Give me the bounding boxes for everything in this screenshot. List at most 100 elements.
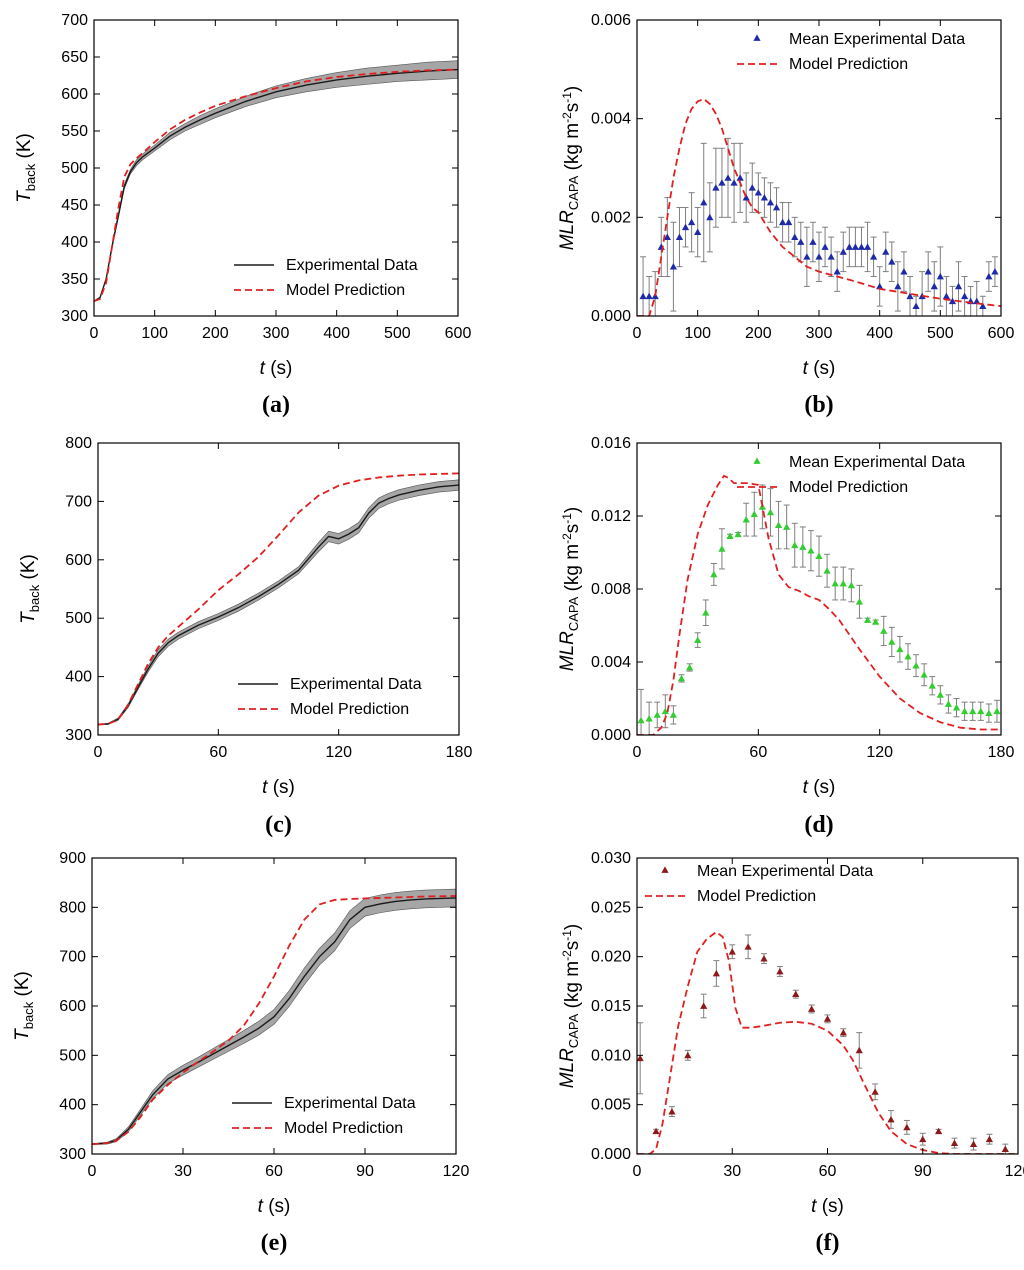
x-axis-label-unit: (s) [808, 358, 835, 379]
x-axis-label: t (s) [803, 358, 836, 379]
y-tick-label: 700 [59, 949, 86, 966]
y-tick-label: 450 [61, 197, 88, 214]
data-point [744, 943, 752, 950]
data-point [855, 1046, 863, 1054]
data-point [685, 663, 694, 671]
panel-b: 0 100 200 300 400 500 600 0.000 0.002 0.004 0.006 t… [557, 12, 1014, 418]
data-point [645, 292, 653, 300]
data-point [766, 198, 775, 206]
y-tick-label: 500 [65, 610, 92, 627]
data-point [961, 707, 969, 715]
model-prediction-line [98, 472, 459, 726]
panel-e: 0 30 60 90 120 300 400 500 600 700 800 900 t (s) Tbac… [12, 850, 469, 1256]
legend-label: Model Prediction [789, 56, 908, 73]
y-axis-label-unit-part: -1 [560, 92, 574, 103]
data-point [807, 547, 815, 554]
legend: Mean Experimental Data Model Prediction [737, 454, 965, 496]
y-tick-label: 800 [65, 435, 92, 452]
data-point [652, 1127, 660, 1135]
y-tick-label: 700 [61, 12, 88, 29]
x-tick-label: 120 [1005, 1163, 1024, 1180]
x-tick-label: 400 [323, 325, 350, 342]
data-point [888, 258, 896, 265]
x-axis-label-unit: (s) [816, 1196, 843, 1217]
data-point [863, 243, 872, 250]
y-tick-label: 0.020 [591, 949, 631, 966]
y-axis-label-var: MLR [557, 210, 578, 250]
data-point [669, 263, 677, 270]
data-point [712, 969, 720, 977]
data-point [815, 552, 823, 560]
data-point [669, 711, 677, 718]
data-point [808, 1005, 816, 1012]
data-point [906, 292, 914, 300]
y-axis-label-unit-part: -1 [560, 513, 574, 524]
data-point [855, 598, 864, 605]
x-tick-label: 60 [265, 1163, 283, 1180]
data-point [936, 691, 944, 698]
data-point [942, 292, 950, 300]
x-tick-label: 300 [263, 325, 290, 342]
uncertainty-band [94, 60, 458, 302]
data-point [863, 616, 872, 623]
x-tick-label: 600 [445, 325, 472, 342]
data-point [930, 282, 938, 290]
data-point [919, 1135, 927, 1143]
y-tick-label: 600 [59, 998, 86, 1015]
data-point [823, 567, 831, 574]
y-tick-label: 600 [61, 86, 88, 103]
y-tick-label: 0.005 [591, 1097, 631, 1114]
data-point [991, 268, 999, 275]
data-point [888, 638, 896, 645]
data-point [799, 543, 807, 550]
x-axis-label-var: t [811, 1196, 817, 1217]
data-point [694, 228, 702, 236]
legend-label: Model Prediction [290, 701, 409, 718]
legend-label: Mean Experimental Data [789, 454, 965, 471]
data-point [684, 1051, 692, 1059]
legend-label: Experimental Data [284, 1095, 416, 1112]
data-point [985, 709, 993, 716]
data-point [742, 516, 750, 523]
x-tick-label: 100 [684, 325, 711, 342]
data-point [748, 184, 756, 191]
data-point [726, 532, 734, 539]
y-axis-label: MLRCAPA (kg m-2s-1) [557, 924, 583, 1089]
y-axis-label-unit-part: ) [562, 86, 583, 92]
data-point [712, 184, 720, 191]
y-axis-label-unit-part: -2 [560, 950, 574, 961]
x-axis-label-var: t [262, 777, 268, 798]
y-axis-label-sub: back [23, 163, 38, 191]
legend-label: Mean Experimental Data [789, 31, 965, 48]
panel-label: (c) [265, 812, 292, 838]
data-point [728, 948, 736, 955]
data-point [823, 1015, 832, 1022]
x-tick-label: 120 [443, 1163, 470, 1180]
x-tick-label: 0 [90, 325, 99, 342]
y-tick-label: 650 [61, 49, 88, 66]
y-tick-label: 300 [59, 1146, 86, 1163]
model-prediction-line [637, 97, 1001, 316]
panel-label: (d) [804, 812, 833, 838]
data-point [668, 1107, 676, 1115]
y-axis-label-var: T [12, 1028, 33, 1041]
data-point [639, 292, 647, 300]
x-axis-label-unit: (s) [263, 1196, 290, 1217]
x-tick-label: 0 [94, 744, 103, 761]
x-tick-label: 600 [988, 325, 1015, 342]
x-axis-label-var: t [258, 1196, 264, 1217]
data-point [903, 1123, 911, 1131]
x-tick-label: 60 [819, 1163, 837, 1180]
y-tick-label: 0.008 [591, 581, 631, 598]
data-point [700, 1002, 708, 1009]
y-tick-label: 500 [61, 160, 88, 177]
y-axis-label-unit-part: -2 [560, 533, 574, 544]
plot-area [637, 474, 1001, 735]
legend: Experimental Data Model Prediction [238, 676, 422, 718]
plot-frame [636, 857, 1019, 1155]
x-tick-label: 500 [384, 325, 411, 342]
plot-area [98, 472, 459, 726]
data-point [792, 990, 800, 998]
legend: Mean Experimental Data Model Prediction [645, 863, 873, 905]
y-tick-label: 0.004 [591, 654, 631, 671]
